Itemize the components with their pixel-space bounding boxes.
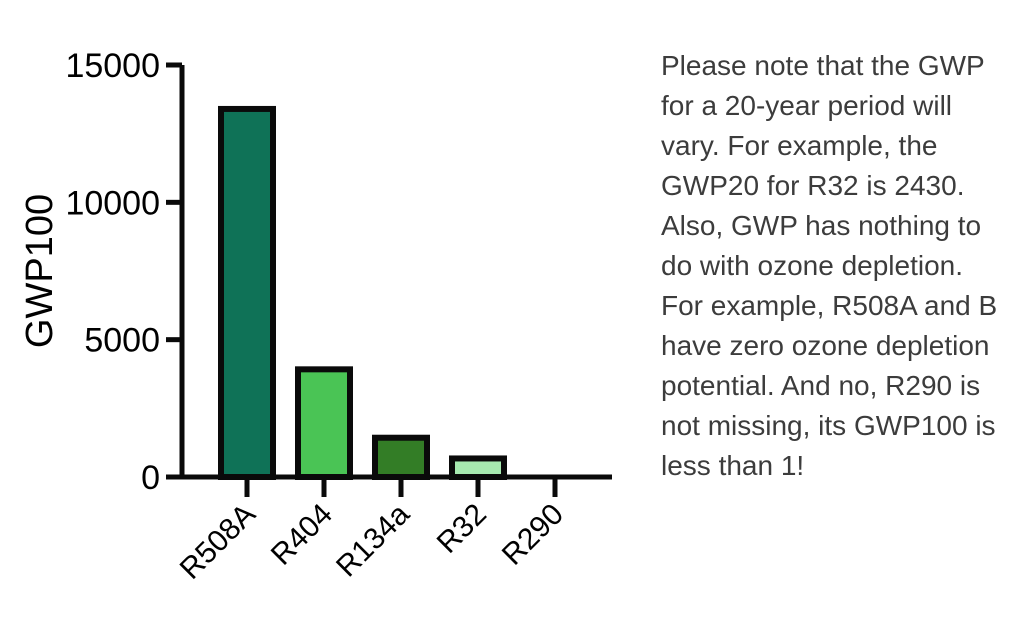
x-category-label: R508A	[174, 498, 262, 586]
bar-R134a	[372, 434, 430, 480]
y-tick-label: 15000	[65, 47, 160, 85]
x-category-label: R134a	[330, 497, 416, 583]
x-category-label: R290	[496, 498, 570, 572]
y-axis-title: GWP100	[19, 194, 61, 348]
bar-R32	[449, 455, 507, 480]
x-category-label: R32	[431, 498, 493, 560]
annotation-text: Please note that the GWP for a 20-year p…	[661, 50, 998, 481]
y-tick-label: 0	[141, 459, 160, 497]
bar-R404	[295, 366, 353, 480]
y-tick-label: 5000	[84, 322, 160, 360]
x-category-label: R404	[265, 498, 339, 572]
y-tick-label: 10000	[65, 184, 160, 222]
bar-R508A	[218, 105, 276, 481]
